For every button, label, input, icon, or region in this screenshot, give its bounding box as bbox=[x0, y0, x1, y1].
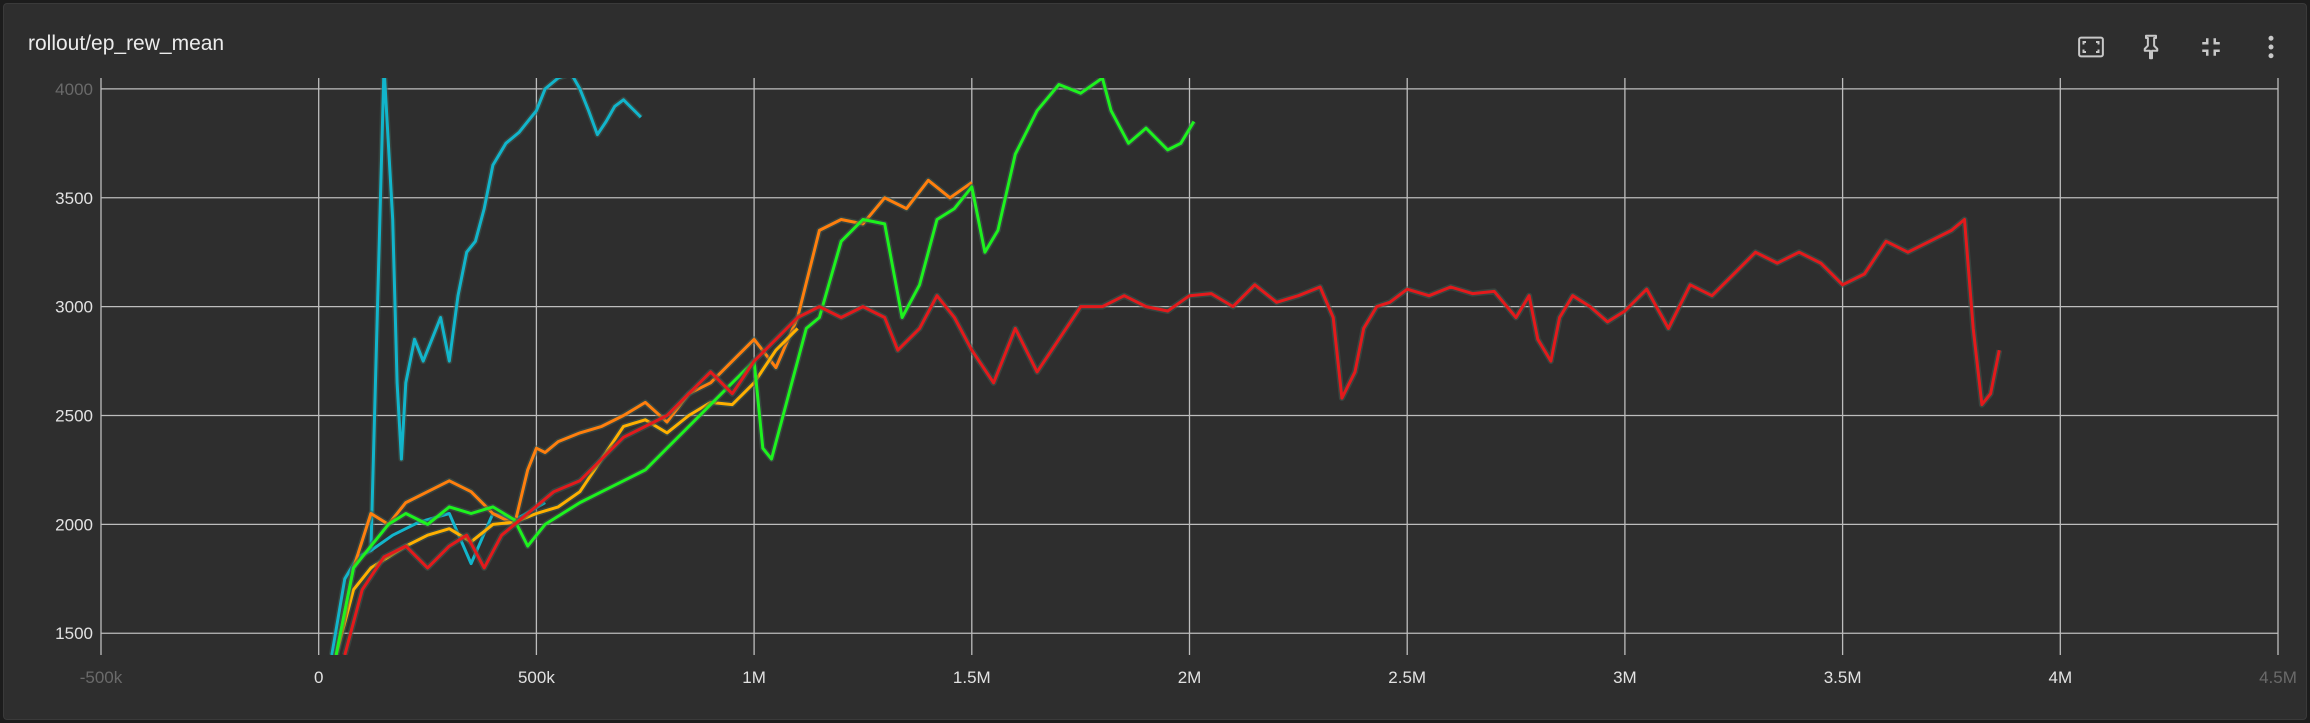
x-tick-label: 3M bbox=[1613, 668, 1637, 687]
x-tick-label: 1M bbox=[742, 668, 766, 687]
series-lines bbox=[328, 78, 2003, 655]
y-tick-label: 2500 bbox=[55, 406, 93, 425]
x-tick-label: 2.5M bbox=[1388, 668, 1426, 687]
chart-title: rollout/ep_rew_mean bbox=[28, 32, 225, 55]
y-tick-label: 3000 bbox=[55, 298, 93, 317]
series-1-line bbox=[334, 178, 973, 655]
y-tick-label: 4000 bbox=[55, 80, 93, 99]
x-tick-label: 500k bbox=[518, 668, 555, 687]
x-tick-label: 3.5M bbox=[1824, 668, 1862, 687]
series-0-line bbox=[330, 78, 642, 655]
exit-fullscreen-button[interactable] bbox=[2190, 26, 2232, 68]
x-tick-label: 4.5M bbox=[2259, 668, 2297, 687]
fit-domain-icon bbox=[2078, 36, 2104, 58]
grid bbox=[100, 78, 2279, 655]
x-tick-label: 2M bbox=[1178, 668, 1202, 687]
more-vert-icon bbox=[2268, 35, 2274, 59]
x-tick-label: -500k bbox=[80, 668, 123, 687]
x-tick-label: 4M bbox=[2048, 668, 2072, 687]
exit-fullscreen-icon bbox=[2202, 38, 2220, 56]
fit-domain-button[interactable] bbox=[2070, 26, 2112, 68]
series-3-line bbox=[334, 78, 1196, 655]
pin-icon bbox=[2143, 34, 2159, 60]
tick-labels: -500k 0 500k 1M 1.5M 2M 2.5M 3M 3.5M 4M 4.5M 1500 20… bbox=[55, 80, 2297, 687]
y-tick-label: 1500 bbox=[55, 624, 93, 643]
more-options-button[interactable] bbox=[2250, 26, 2292, 68]
x-tick-label: 0 bbox=[314, 668, 323, 687]
series-4-line bbox=[343, 218, 2001, 655]
x-tick-label: 1.5M bbox=[953, 668, 991, 687]
y-tick-label: 3500 bbox=[55, 189, 93, 208]
pin-button[interactable] bbox=[2130, 26, 2172, 68]
chart-toolbar bbox=[2070, 26, 2292, 68]
y-tick-label: 2000 bbox=[55, 515, 93, 534]
